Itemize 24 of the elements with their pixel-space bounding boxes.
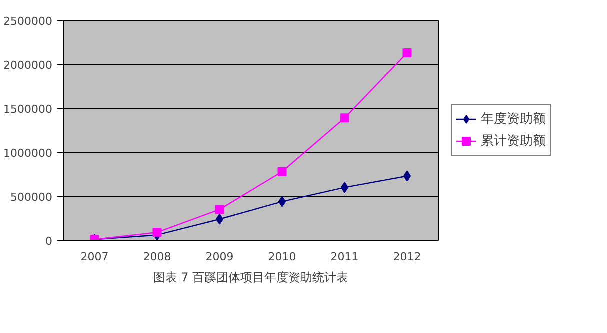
point	[152, 228, 162, 238]
point	[340, 114, 350, 123]
x-tick-label: 2007	[80, 250, 109, 264]
point	[216, 214, 224, 225]
point	[215, 205, 224, 214]
y-tick-label: 1500000	[4, 103, 53, 116]
y-tick-label: 2500000	[4, 15, 53, 28]
point	[403, 170, 412, 182]
y-tick-label: 2000000	[4, 59, 53, 72]
y-tick-label: 0	[46, 235, 52, 248]
point	[340, 182, 349, 194]
point	[278, 167, 287, 176]
point	[278, 196, 286, 208]
legend-label: 累计资助额	[481, 133, 546, 150]
x-tick-label: 2008	[143, 250, 172, 264]
x-tick-label: 2012	[393, 250, 422, 264]
x-tick-label: 2011	[330, 250, 359, 264]
x-tick-label: 2009	[206, 250, 234, 264]
y-tick-label: 500000	[10, 191, 53, 204]
text: 图表 7 百蹊团体项目年度资助统计表	[153, 270, 349, 284]
y-tick-label: 1000000	[4, 147, 53, 160]
legend-label: 年度资助额	[481, 111, 546, 128]
point	[402, 48, 412, 58]
x-tick-label: 2010	[268, 250, 296, 264]
